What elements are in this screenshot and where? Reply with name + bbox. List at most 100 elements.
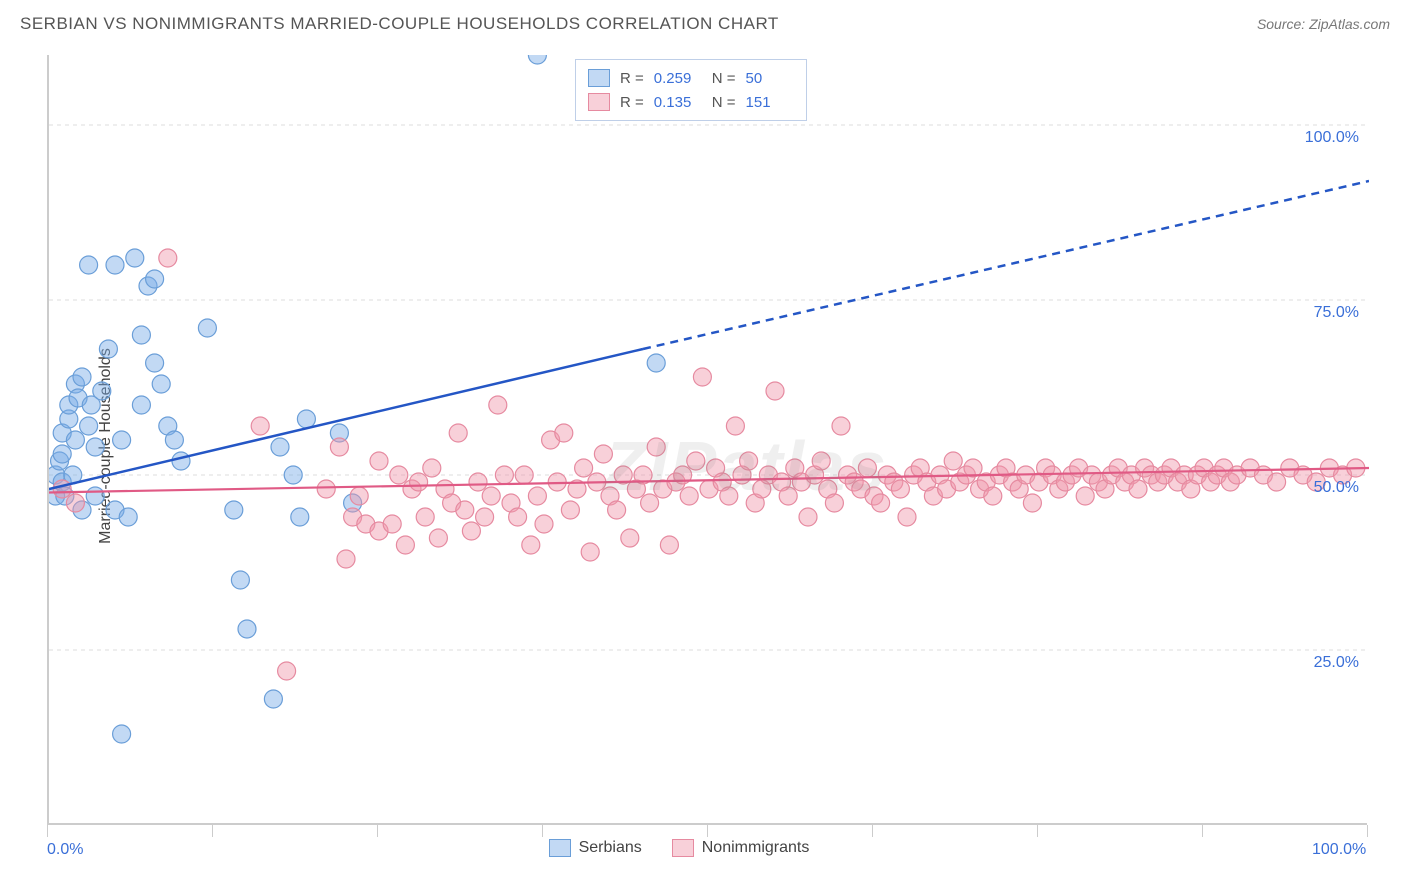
chart-title: SERBIAN VS NONIMMIGRANTS MARRIED-COUPLE … [20,14,779,34]
data-point-nonimmigrants [53,480,71,498]
data-point-nonimmigrants [423,459,441,477]
data-point-serbians [113,431,131,449]
data-point-serbians [271,438,289,456]
data-point-nonimmigrants [608,501,626,519]
data-point-nonimmigrants [251,417,269,435]
legend-r-value: 0.135 [654,94,702,111]
y-tick-label: 50.0% [1314,479,1359,497]
data-point-serbians [93,382,111,400]
data-point-nonimmigrants [390,466,408,484]
data-point-nonimmigrants [509,508,527,526]
scatter-plot-svg [49,55,1369,825]
legend-label: Nonimmigrants [702,839,810,856]
data-point-nonimmigrants [456,501,474,519]
data-point-serbians [238,620,256,638]
legend-series: Serbians Nonimmigrants [549,839,810,857]
data-point-serbians [119,508,137,526]
data-point-serbians [528,55,546,64]
data-point-nonimmigrants [370,452,388,470]
data-point-serbians [146,270,164,288]
legend-label: Serbians [579,839,642,856]
data-point-nonimmigrants [278,662,296,680]
data-point-serbians [146,354,164,372]
data-point-nonimmigrants [1023,494,1041,512]
data-point-nonimmigrants [317,480,335,498]
data-point-nonimmigrants [330,438,348,456]
legend-r-label: R = [620,94,644,111]
data-point-serbians [73,368,91,386]
data-point-serbians [86,487,104,505]
data-point-nonimmigrants [1129,480,1147,498]
data-point-nonimmigrants [476,508,494,526]
data-point-serbians [647,354,665,372]
legend-stat-row: R =0.259N =50 [588,66,794,90]
data-point-nonimmigrants [726,417,744,435]
data-point-serbians [152,375,170,393]
data-point-nonimmigrants [984,487,1002,505]
legend-swatch [588,93,610,111]
data-point-nonimmigrants [766,382,784,400]
data-point-serbians [198,319,216,337]
data-point-nonimmigrants [66,494,84,512]
plot-area: ZIPatlas 25.0%50.0%75.0%100.0% [47,55,1367,825]
data-point-nonimmigrants [449,424,467,442]
data-point-serbians [165,431,183,449]
data-point-nonimmigrants [832,417,850,435]
data-point-nonimmigrants [720,487,738,505]
x-tick [872,825,873,837]
legend-item: Serbians [549,839,642,857]
data-point-nonimmigrants [581,543,599,561]
legend-swatch [549,839,571,857]
data-point-nonimmigrants [1268,473,1286,491]
data-point-serbians [113,725,131,743]
data-point-serbians [291,508,309,526]
source-attribution: Source: ZipAtlas.com [1257,16,1390,32]
data-point-nonimmigrants [410,473,428,491]
data-point-nonimmigrants [779,487,797,505]
data-point-nonimmigrants [522,536,540,554]
data-point-nonimmigrants [429,529,447,547]
legend-n-label: N = [712,70,736,87]
data-point-nonimmigrants [891,480,909,498]
data-point-nonimmigrants [740,452,758,470]
data-point-nonimmigrants [594,445,612,463]
x-tick [542,825,543,837]
data-point-nonimmigrants [396,536,414,554]
x-tick [212,825,213,837]
data-point-nonimmigrants [858,459,876,477]
data-point-serbians [80,256,98,274]
data-point-serbians [132,396,150,414]
data-point-serbians [264,690,282,708]
data-point-serbians [284,466,302,484]
x-tick [1037,825,1038,837]
data-point-nonimmigrants [515,466,533,484]
data-point-nonimmigrants [555,424,573,442]
data-point-serbians [53,445,71,463]
data-point-serbians [106,256,124,274]
data-point-nonimmigrants [680,487,698,505]
data-point-serbians [99,340,117,358]
trend-line-serbians [49,349,643,489]
data-point-nonimmigrants [159,249,177,267]
data-point-nonimmigrants [812,452,830,470]
data-point-serbians [86,438,104,456]
data-point-nonimmigrants [383,515,401,533]
data-point-nonimmigrants [1076,487,1094,505]
x-tick [47,825,48,837]
data-point-serbians [126,249,144,267]
data-point-nonimmigrants [944,452,962,470]
legend-swatch [588,69,610,87]
data-point-nonimmigrants [337,550,355,568]
legend-r-label: R = [620,70,644,87]
data-point-nonimmigrants [535,515,553,533]
data-point-serbians [231,571,249,589]
x-tick [707,825,708,837]
data-point-nonimmigrants [898,508,916,526]
chart-container: SERBIAN VS NONIMMIGRANTS MARRIED-COUPLE … [0,0,1406,892]
data-point-nonimmigrants [641,494,659,512]
legend-item: Nonimmigrants [672,839,810,857]
data-point-serbians [66,431,84,449]
legend-stat-row: R =0.135N =151 [588,90,794,114]
data-point-nonimmigrants [350,487,368,505]
data-point-serbians [132,326,150,344]
